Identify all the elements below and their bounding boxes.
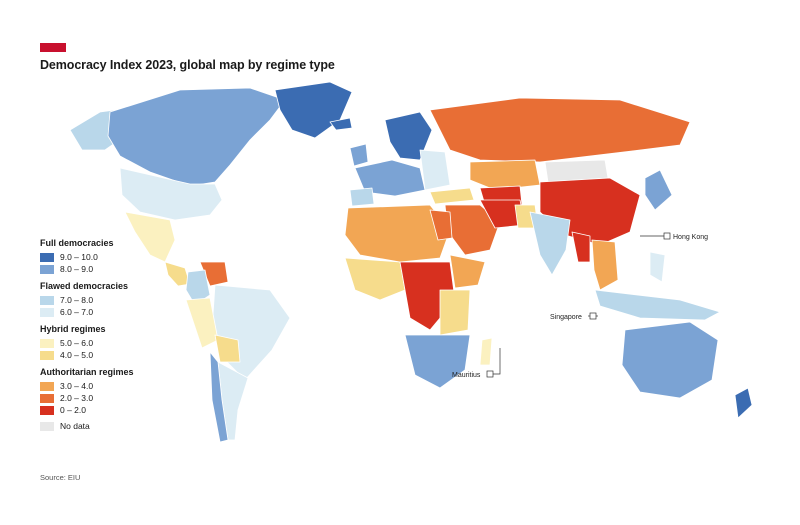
map-title: Democracy Index 2023, global map by regi… bbox=[40, 58, 335, 72]
hong-kong-label: Hong Kong bbox=[673, 234, 708, 241]
source-note: Source: EIU bbox=[40, 473, 81, 482]
legend: Full democracies 9.0 – 10.0 8.0 – 9.0 Fl… bbox=[40, 238, 190, 432]
horn-of-africa bbox=[449, 254, 486, 289]
legend-heading: Flawed democracies bbox=[40, 281, 129, 291]
brand-bar bbox=[40, 43, 66, 52]
new-zealand bbox=[734, 387, 753, 419]
legend-item-no-data: No data bbox=[40, 420, 190, 432]
north-africa bbox=[344, 204, 451, 263]
philippines bbox=[649, 251, 666, 283]
singapore-label: Singapore bbox=[550, 314, 582, 321]
madagascar bbox=[479, 337, 493, 366]
legend-group-hybrid: Hybrid regimes 5.0 – 6.0 4.0 – 5.0 bbox=[40, 324, 190, 361]
east-africa bbox=[439, 289, 471, 336]
eastern-europe bbox=[419, 149, 451, 191]
legend-heading: Authoritarian regimes bbox=[40, 367, 134, 377]
mauritius-leader bbox=[492, 348, 501, 375]
central-america bbox=[164, 261, 191, 287]
legend-item: 4.0 – 5.0 bbox=[40, 349, 190, 361]
india bbox=[529, 211, 571, 276]
canada bbox=[107, 87, 286, 187]
legend-swatch bbox=[40, 307, 54, 317]
myanmar bbox=[571, 231, 591, 263]
legend-swatch bbox=[40, 350, 54, 360]
legend-item: 7.0 – 8.0 bbox=[40, 294, 190, 306]
legend-item: 6.0 – 7.0 bbox=[40, 306, 190, 318]
legend-item: 2.0 – 3.0 bbox=[40, 392, 190, 404]
uk-ireland bbox=[349, 143, 369, 167]
legend-range: 6.0 – 7.0 bbox=[60, 307, 94, 317]
legend-range: 4.0 – 5.0 bbox=[60, 350, 94, 360]
peru bbox=[185, 297, 219, 349]
legend-swatch bbox=[40, 338, 54, 348]
legend-heading: Full democracies bbox=[40, 238, 114, 248]
iberia bbox=[349, 187, 375, 207]
mauritius-label: Mauritius bbox=[452, 372, 481, 379]
legend-heading: Hybrid regimes bbox=[40, 324, 106, 334]
indonesia bbox=[594, 289, 721, 321]
kazakhstan bbox=[469, 159, 541, 191]
turkey bbox=[429, 187, 475, 205]
legend-swatch bbox=[40, 381, 54, 391]
legend-group-authoritarian: Authoritarian regimes 3.0 – 4.0 2.0 – 3.… bbox=[40, 367, 190, 416]
legend-swatch bbox=[40, 252, 54, 262]
legend-item: 9.0 – 10.0 bbox=[40, 251, 190, 263]
legend-item: 0 – 2.0 bbox=[40, 404, 190, 416]
legend-swatch bbox=[40, 421, 54, 431]
legend-range: 9.0 – 10.0 bbox=[60, 252, 98, 262]
legend-item: 8.0 – 9.0 bbox=[40, 263, 190, 275]
legend-range: 0 – 2.0 bbox=[60, 405, 86, 415]
legend-no-data-label: No data bbox=[60, 421, 90, 431]
mauritius-marker bbox=[486, 370, 494, 378]
legend-range: 7.0 – 8.0 bbox=[60, 295, 94, 305]
legend-swatch bbox=[40, 405, 54, 415]
legend-group-flawed: Flawed democracies 7.0 – 8.0 6.0 – 7.0 bbox=[40, 281, 190, 318]
southern-africa bbox=[404, 334, 471, 389]
legend-swatch bbox=[40, 295, 54, 305]
korea-japan bbox=[644, 169, 673, 211]
legend-range: 2.0 – 3.0 bbox=[60, 393, 94, 403]
legend-item: 3.0 – 4.0 bbox=[40, 380, 190, 392]
usa bbox=[119, 167, 223, 221]
legend-swatch bbox=[40, 393, 54, 403]
legend-range: 3.0 – 4.0 bbox=[60, 381, 94, 391]
southeast-asia bbox=[591, 239, 619, 291]
legend-range: 8.0 – 9.0 bbox=[60, 264, 94, 274]
scandinavia bbox=[384, 111, 433, 161]
singapore-marker bbox=[589, 312, 597, 320]
egypt bbox=[429, 209, 453, 241]
legend-group-full: Full democracies 9.0 – 10.0 8.0 – 9.0 bbox=[40, 238, 190, 275]
legend-item: 5.0 – 6.0 bbox=[40, 337, 190, 349]
australia bbox=[621, 321, 719, 399]
legend-range: 5.0 – 6.0 bbox=[60, 338, 94, 348]
west-africa bbox=[344, 257, 406, 301]
chile bbox=[209, 351, 229, 443]
russia bbox=[429, 97, 691, 163]
bolivia bbox=[214, 334, 241, 363]
legend-swatch bbox=[40, 264, 54, 274]
iceland bbox=[329, 117, 353, 131]
hong-kong-marker bbox=[663, 232, 671, 240]
